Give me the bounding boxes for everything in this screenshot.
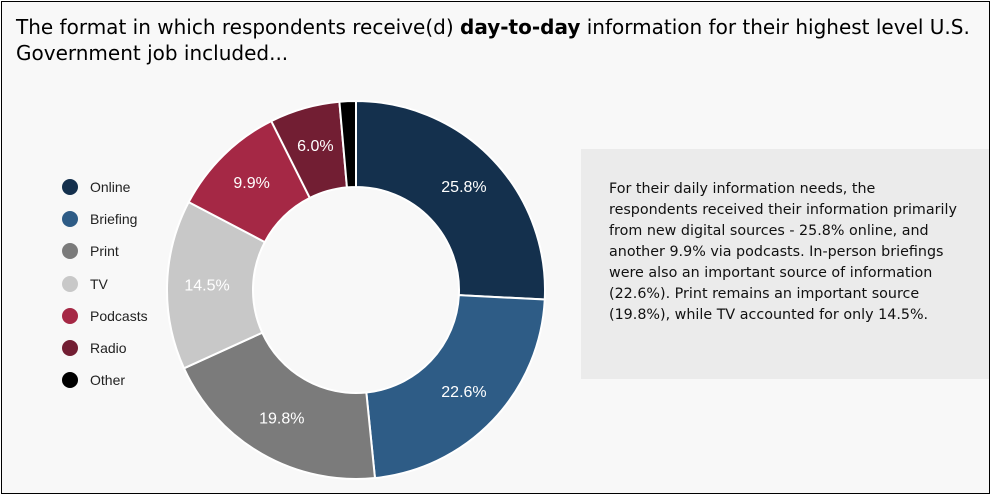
slice-label-tv: 14.5% (184, 277, 229, 294)
legend-item-tv: TV (62, 268, 148, 300)
legend-swatch (62, 275, 78, 292)
legend-label: TV (90, 275, 108, 292)
legend-swatch (62, 211, 78, 228)
legend-item-radio: Radio (62, 332, 148, 364)
legend-swatch (62, 340, 78, 357)
legend-item-online: Online (62, 171, 148, 203)
legend-swatch (62, 372, 78, 389)
chart-title: The format in which respondents receive(… (16, 14, 976, 66)
slice-label-podcasts: 9.9% (233, 175, 269, 192)
legend-swatch (62, 179, 78, 196)
legend-label: Online (90, 179, 131, 196)
legend-swatch (62, 243, 78, 260)
slice-label-briefing: 22.6% (441, 384, 486, 401)
legend-label: Print (90, 243, 119, 260)
slice-label-radio: 6.0% (297, 138, 333, 155)
summary-note-text: For their daily information needs, the r… (609, 181, 957, 323)
legend-item-print: Print (62, 235, 148, 267)
slice-briefing (365, 294, 546, 480)
title-text-before: The format in which respondents receive(… (16, 15, 461, 39)
title-text-after: information for their highest level U.S.… (16, 15, 970, 65)
slice-label-online: 25.8% (441, 179, 486, 196)
slice-other (338, 99, 357, 189)
legend-swatch (62, 307, 78, 324)
legend-label: Podcasts (90, 307, 148, 324)
slice-print (182, 331, 377, 480)
legend-item-other: Other (62, 364, 148, 396)
legend-label: Radio (90, 340, 127, 357)
chart-legend: Online Briefing Print TV Podcasts Radio Other (62, 171, 148, 396)
slice-online (355, 99, 546, 301)
title-text-bold: day-to-day (460, 15, 581, 39)
legend-label: Other (90, 372, 126, 389)
slice-label-print: 19.8% (259, 411, 304, 428)
legend-item-podcasts: Podcasts (62, 300, 148, 332)
legend-item-briefing: Briefing (62, 203, 148, 235)
summary-note: For their daily information needs, the r… (581, 149, 989, 379)
legend-label: Briefing (90, 211, 138, 228)
